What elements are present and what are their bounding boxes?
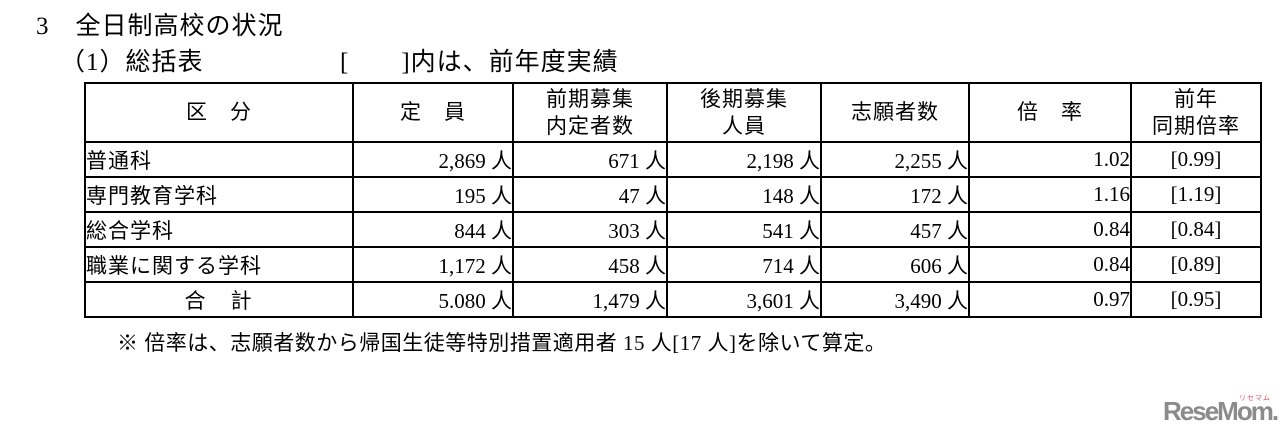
cell-category: 総合学科	[84, 211, 354, 248]
cell-capacity: 844 人	[352, 211, 514, 248]
cell-prev-year-ratio: [1.19]	[1130, 176, 1262, 213]
cell-early-admission: 671 人	[512, 141, 668, 178]
col-header-early-admission: 前期募集 内定者数	[512, 82, 668, 143]
col-header-applicants: 志願者数	[820, 82, 970, 143]
table-row-general: 普通科 2,869 人 671 人 2,198 人 2,255 人 1.02 […	[84, 141, 1262, 178]
cell-applicants: 3,490 人	[820, 281, 970, 318]
resemom-logo-text: ReseMom.	[1163, 396, 1279, 426]
ratio-calculation-footnote: ※ 倍率は、志願者数から帰国生徒等特別措置適用者 15 人[17 人]を除いて算…	[117, 331, 887, 355]
cell-ratio: 0.84	[968, 211, 1132, 248]
cell-category: 専門教育学科	[84, 176, 354, 213]
cell-applicants: 172 人	[820, 176, 970, 213]
cell-late-recruitment: 714 人	[666, 246, 822, 283]
cell-capacity: 1,172 人	[352, 246, 514, 283]
col-header-category: 区 分	[84, 82, 354, 143]
table-row-specialized: 専門教育学科 195 人 47 人 148 人 172 人 1.16 [1.19…	[84, 176, 1262, 213]
cell-capacity: 195 人	[352, 176, 514, 213]
table-row-vocational: 職業に関する学科 1,172 人 458 人 714 人 606 人 0.84 …	[84, 246, 1262, 283]
cell-ratio: 1.02	[968, 141, 1132, 178]
cell-late-recruitment: 541 人	[666, 211, 822, 248]
col-header-prev-year-ratio: 前年 同期倍率	[1130, 82, 1262, 143]
cell-late-recruitment: 148 人	[666, 176, 822, 213]
cell-early-admission: 47 人	[512, 176, 668, 213]
cell-late-recruitment: 3,601 人	[666, 281, 822, 318]
col-header-capacity: 定 員	[352, 82, 514, 143]
cell-category: 職業に関する学科	[84, 246, 354, 283]
cell-early-admission: 303 人	[512, 211, 668, 248]
resemom-logo: リセマム ReseMom.	[1163, 395, 1279, 430]
resemom-logo-ruby: リセマム	[1239, 395, 1271, 402]
cell-prev-year-ratio: [0.89]	[1130, 246, 1262, 283]
cell-capacity: 2,869 人	[352, 141, 514, 178]
cell-category: 合 計	[84, 281, 354, 318]
table-row-integrated: 総合学科 844 人 303 人 541 人 457 人 0.84 [0.84]	[84, 211, 1262, 248]
col-header-late-recruitment: 後期募集 人員	[666, 82, 822, 143]
cell-ratio: 0.97	[968, 281, 1132, 318]
cell-prev-year-ratio: [0.84]	[1130, 211, 1262, 248]
summary-table: 区 分 定 員 前期募集 内定者数 後期募集 人員 志願者数 倍 率 前年 同期…	[84, 82, 1262, 318]
col-header-ratio: 倍 率	[968, 82, 1132, 143]
table-header-row: 区 分 定 員 前期募集 内定者数 後期募集 人員 志願者数 倍 率 前年 同期…	[84, 82, 1262, 143]
cell-category: 普通科	[84, 141, 354, 178]
cell-applicants: 606 人	[820, 246, 970, 283]
section-subtitle: （1）総括表	[60, 49, 204, 76]
cell-ratio: 0.84	[968, 246, 1132, 283]
cell-early-admission: 1,479 人	[512, 281, 668, 318]
cell-ratio: 1.16	[968, 176, 1132, 213]
page-title: 3 全日制高校の状況	[36, 13, 284, 40]
cell-late-recruitment: 2,198 人	[666, 141, 822, 178]
cell-capacity: 5.080 人	[352, 281, 514, 318]
cell-prev-year-ratio: [0.99]	[1130, 141, 1262, 178]
cell-applicants: 457 人	[820, 211, 970, 248]
bracket-legend-note: [ ]内は、前年度実績	[340, 49, 619, 76]
table-row-total: 合 計 5.080 人 1,479 人 3,601 人 3,490 人 0.97…	[84, 281, 1262, 318]
cell-early-admission: 458 人	[512, 246, 668, 283]
cell-prev-year-ratio: [0.95]	[1130, 281, 1262, 318]
cell-applicants: 2,255 人	[820, 141, 970, 178]
